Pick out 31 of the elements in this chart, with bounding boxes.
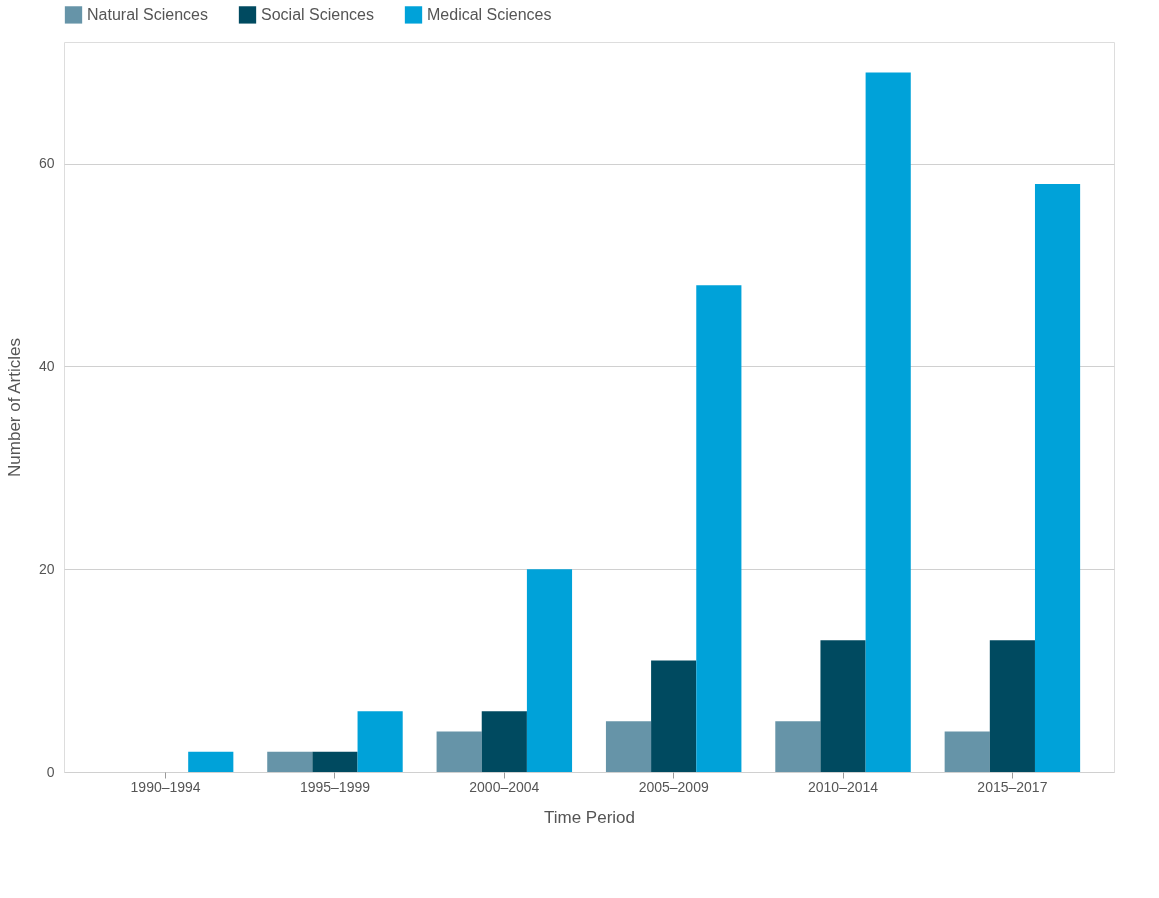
y-tick-label: 40 — [38, 357, 55, 374]
legend-label: Natural Sciences — [87, 5, 208, 23]
x-axis-title: Time Period — [543, 807, 636, 827]
bar — [526, 569, 573, 772]
y-axis-title: Number of Articles — [4, 338, 24, 477]
x-tick-label: 2015–2017 — [977, 778, 1048, 795]
bar — [989, 640, 1035, 772]
y-tick-label: 60 — [38, 155, 55, 172]
bar — [267, 751, 313, 772]
bar — [357, 711, 403, 772]
bar — [651, 660, 697, 772]
bar — [312, 751, 358, 772]
bar — [775, 721, 821, 772]
x-tick-label: 2005–2009 — [638, 778, 709, 795]
bar — [481, 711, 527, 772]
legend-label: Medical Sciences — [427, 5, 552, 23]
x-tick-label: 2000–2004 — [469, 778, 540, 795]
bar — [865, 72, 911, 772]
bar — [436, 731, 482, 772]
bar — [605, 721, 652, 772]
bar — [1034, 183, 1081, 772]
bar — [820, 640, 866, 772]
y-tick-label: 0 — [46, 763, 55, 780]
bar — [188, 751, 234, 772]
legend-label: Social Sciences — [261, 5, 374, 23]
x-tick-label: 2010–2014 — [807, 778, 879, 795]
bar — [696, 285, 742, 772]
bar — [944, 731, 990, 772]
x-tick-label: 1995–1999 — [299, 778, 371, 795]
y-tick-label: 20 — [38, 560, 55, 577]
x-tick-label: 1990–1994 — [130, 778, 201, 795]
